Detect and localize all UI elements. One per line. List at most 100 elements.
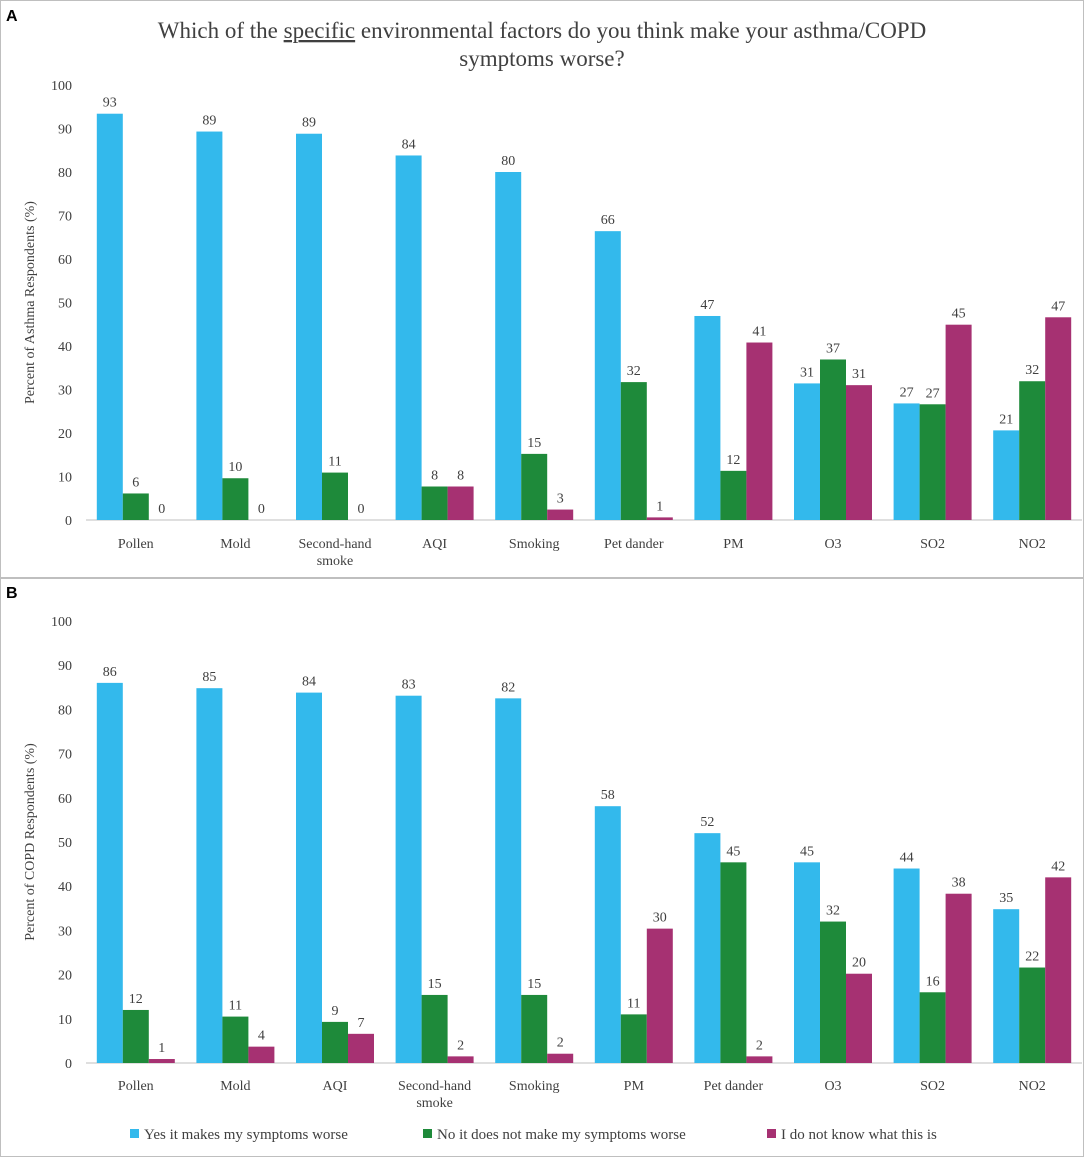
data-label: 45 xyxy=(952,307,966,322)
category-label-line: SO2 xyxy=(920,537,945,552)
data-label: 32 xyxy=(826,904,840,919)
bar-unknown xyxy=(547,509,574,520)
data-label: 2 xyxy=(457,1038,464,1053)
bar-unknown xyxy=(646,517,673,520)
category-label: Pet dander xyxy=(604,537,664,552)
legend-swatch xyxy=(423,1129,432,1138)
category-label-line: smoke xyxy=(317,554,354,569)
category-label: Mold xyxy=(220,1079,250,1094)
legend-label: Yes it makes my symptoms worse xyxy=(144,1127,348,1143)
bar-unknown xyxy=(846,973,872,1063)
y-tick-label: 40 xyxy=(58,340,72,355)
chart-title-line-2: symptoms worse? xyxy=(459,46,624,71)
bar-yes xyxy=(694,833,721,1063)
category-label: AQI xyxy=(323,1079,348,1094)
bar-yes xyxy=(296,133,322,520)
data-label: 44 xyxy=(900,851,914,866)
bar-yes xyxy=(495,698,522,1063)
bar-no xyxy=(1019,967,1046,1063)
y-tick-label: 60 xyxy=(58,253,72,268)
legend-label: No it does not make my symptoms worse xyxy=(437,1127,686,1143)
data-label: 84 xyxy=(302,675,316,690)
y-tick-label: 70 xyxy=(58,210,72,225)
data-label: 20 xyxy=(852,956,866,971)
bar-unknown xyxy=(945,893,972,1063)
legend-swatch xyxy=(767,1129,776,1138)
data-label: 41 xyxy=(752,325,766,340)
bar-yes xyxy=(594,231,621,520)
data-label: 15 xyxy=(527,436,541,451)
category-label: O3 xyxy=(824,537,841,552)
legend: Yes it makes my symptoms worse No it does… xyxy=(130,1127,937,1143)
category-label-line: Mold xyxy=(220,537,250,552)
bar-no xyxy=(620,1014,647,1063)
data-label: 31 xyxy=(852,367,866,382)
data-label: 15 xyxy=(527,977,541,992)
bar-no xyxy=(720,470,747,520)
bar-unknown xyxy=(646,928,673,1063)
bar-yes xyxy=(296,692,322,1063)
y-tick-label: 20 xyxy=(58,969,72,984)
category-label-line: O3 xyxy=(824,1079,841,1094)
category-label: PM xyxy=(624,1079,645,1094)
bar-yes xyxy=(993,430,1020,520)
data-label: 27 xyxy=(900,385,914,400)
y-tick-label: 50 xyxy=(58,836,72,851)
data-label: 32 xyxy=(1025,363,1039,378)
data-label: 6 xyxy=(132,475,139,490)
data-label: 89 xyxy=(202,114,216,129)
bar-unknown xyxy=(348,1033,374,1063)
bar-unknown xyxy=(447,486,474,520)
category-label-line: NO2 xyxy=(1019,537,1046,552)
panel-b-letter: B xyxy=(6,585,18,602)
bar-unknown xyxy=(746,1056,773,1063)
y-tick-label: 80 xyxy=(58,703,72,718)
bar-unknown xyxy=(547,1053,574,1063)
data-label: 0 xyxy=(258,502,265,517)
category-label-line: Second-hand xyxy=(398,1079,471,1094)
category-label-line: Smoking xyxy=(509,537,560,552)
data-label: 10 xyxy=(228,460,242,475)
category-label-line: NO2 xyxy=(1019,1079,1046,1094)
chart-title-part-1: Which of the xyxy=(158,18,284,43)
bar-yes xyxy=(395,155,422,520)
bar-no xyxy=(820,921,846,1063)
data-label: 47 xyxy=(700,298,714,313)
bar-yes xyxy=(893,403,920,520)
bar-yes xyxy=(196,131,223,521)
bar-yes xyxy=(196,688,223,1063)
data-label: 58 xyxy=(601,788,615,803)
data-label: 2 xyxy=(756,1038,763,1053)
category-label-line: smoke xyxy=(416,1096,453,1111)
data-label: 11 xyxy=(328,455,341,470)
y-tick-label: 100 xyxy=(51,79,72,94)
y-tick-label: 90 xyxy=(58,659,72,674)
chart-title-underlined: specific xyxy=(284,18,356,43)
category-label: SO2 xyxy=(920,1079,945,1094)
data-label: 1 xyxy=(656,499,663,514)
bar-yes xyxy=(395,695,422,1063)
bar-no xyxy=(919,404,946,520)
category-label: SO2 xyxy=(920,537,945,552)
data-label: 3 xyxy=(557,492,564,507)
chart-title-line-1: Which of the specific environmental fact… xyxy=(158,18,926,43)
bar-yes xyxy=(893,868,920,1063)
y-tick-label: 10 xyxy=(58,1013,72,1028)
category-label-line: O3 xyxy=(824,537,841,552)
y-tick-label: 20 xyxy=(58,427,72,442)
bar-yes xyxy=(694,315,721,520)
category-label-line: Second-hand xyxy=(298,537,371,552)
data-label: 15 xyxy=(428,977,442,992)
y-tick-label: 30 xyxy=(58,924,72,939)
data-label: 16 xyxy=(926,974,940,989)
category-label-line: PM xyxy=(723,537,744,552)
chart-title-part-2: environmental factors do you think make … xyxy=(355,18,926,43)
category-label-line: AQI xyxy=(323,1079,348,1094)
data-label: 22 xyxy=(1025,950,1039,965)
category-label-line: AQI xyxy=(422,537,447,552)
data-label: 11 xyxy=(627,996,640,1011)
data-label: 8 xyxy=(431,469,438,484)
bar-no xyxy=(521,994,548,1063)
